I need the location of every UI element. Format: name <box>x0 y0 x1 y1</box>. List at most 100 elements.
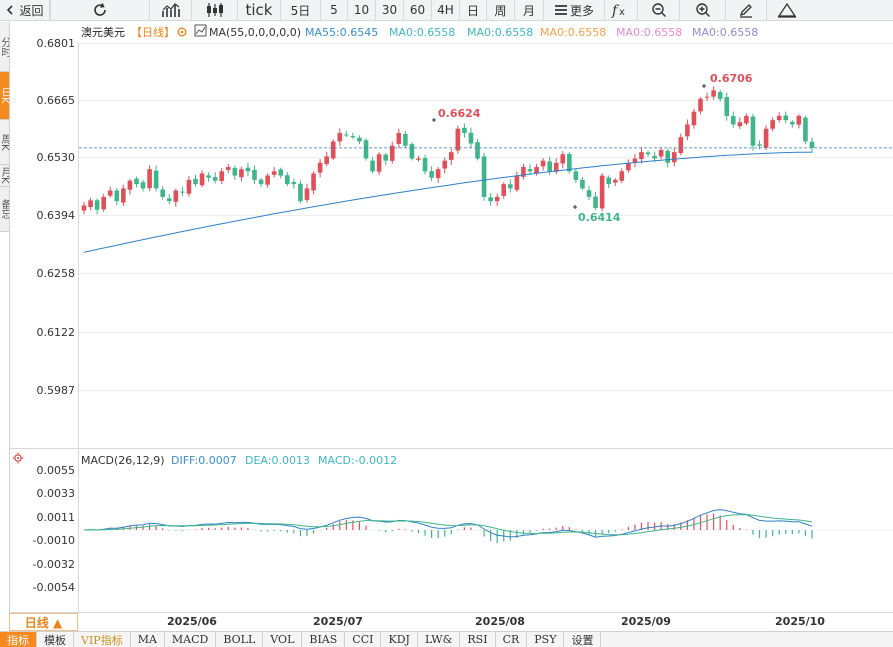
candle-body <box>81 205 87 211</box>
side-tab-daily[interactable]: 日K <box>0 72 9 120</box>
indicator-tab-macd[interactable]: MACD <box>165 632 217 647</box>
candle-body <box>114 190 120 202</box>
ma-legend-item: MA0:0.6558 <box>540 26 606 39</box>
indicator-tab-vip[interactable]: VIP指标 <box>74 632 131 647</box>
candle-body <box>435 169 441 179</box>
candle-body <box>730 116 736 125</box>
candle-body <box>560 154 566 164</box>
candle-body <box>252 169 257 180</box>
tick-button[interactable]: tick <box>238 0 281 20</box>
indicator-tab-kdj[interactable]: KDJ <box>381 632 418 647</box>
candle-body <box>363 140 369 159</box>
settings-gear-icon[interactable] <box>177 27 187 37</box>
candle-body <box>376 154 382 172</box>
period-month[interactable]: 月 <box>515 0 544 20</box>
indicator-tab-rsi[interactable]: RSI <box>460 632 496 647</box>
candle-body <box>324 156 329 164</box>
candle-body <box>232 168 238 176</box>
candle-body <box>370 160 375 172</box>
candle-body <box>121 188 126 203</box>
candle-body <box>711 90 716 97</box>
candle-body <box>632 158 638 163</box>
indicator-tab-psy[interactable]: PSY <box>527 632 565 647</box>
candle-body <box>278 169 284 176</box>
mid-high-label: 0.6624 <box>438 107 481 120</box>
macd-value-label: MACD:-0.0012 <box>318 454 397 467</box>
indicator-tab-boll[interactable]: BOLL <box>216 632 264 647</box>
period-5day[interactable]: 5日 <box>281 0 321 20</box>
candle-body <box>160 189 166 197</box>
more-label: 更多 <box>569 3 594 18</box>
candle-body <box>422 158 428 172</box>
period-10min[interactable]: 10 <box>348 0 376 20</box>
indicator-tab-bias[interactable]: BIAS <box>302 632 346 647</box>
indicator-tab-ma[interactable]: MA <box>131 632 165 647</box>
candle-body <box>573 171 579 180</box>
period-4h[interactable]: 4H <box>432 0 460 20</box>
candle-body <box>763 128 769 148</box>
period-tag: 【日线】 <box>131 25 175 39</box>
macd-settings-icon[interactable] <box>12 452 24 464</box>
period-5min[interactable]: 5 <box>321 0 348 20</box>
macd-diff-label: DIFF:0.0007 <box>171 454 237 467</box>
candle-body <box>534 167 539 174</box>
candle-body <box>691 111 697 126</box>
candle-body <box>737 122 743 127</box>
period-60min[interactable]: 60 <box>404 0 432 20</box>
side-tab-intraday[interactable]: 分时 <box>0 22 9 72</box>
macd-tick-label: 0.0033 <box>37 487 76 500</box>
candle-body <box>809 141 815 148</box>
candle-body <box>258 179 264 185</box>
shape-button[interactable] <box>767 0 806 20</box>
zoom-in-button[interactable] <box>680 0 726 20</box>
candle-body <box>481 156 487 197</box>
candle-body <box>803 117 808 142</box>
side-tab-monthly[interactable]: 月K <box>0 165 9 187</box>
price-axis-labels: 0.6801 0.6665 0.6530 0.6394 0.6258 0.6122 0.59… <box>37 37 76 397</box>
period-30min[interactable]: 30 <box>376 0 404 20</box>
candle-body <box>658 149 664 157</box>
period-week[interactable]: 周 <box>487 0 515 20</box>
indicator-tab-cr[interactable]: CR <box>496 632 528 647</box>
candle-body <box>173 190 179 202</box>
high-label: 0.6706 <box>710 72 753 85</box>
candle-body <box>396 132 402 144</box>
candle-body <box>750 116 756 146</box>
indicator-tab-template[interactable]: 模板 <box>37 632 74 647</box>
refresh-button[interactable] <box>50 0 150 20</box>
chart-type-icon[interactable] <box>194 24 207 37</box>
indicator-tab-indicators[interactable]: 指标 <box>0 632 37 647</box>
bar-chart-icon <box>161 2 181 18</box>
indicator-tab-settings[interactable]: 设置 <box>564 632 602 647</box>
macd-tick-label: -0.0054 <box>33 581 75 594</box>
back-button[interactable]: 返回 <box>0 0 50 20</box>
side-tab-memo[interactable]: 备忘 <box>0 187 9 232</box>
period-selector-button[interactable]: 日线 ▲ <box>9 613 78 631</box>
side-tab-weekly[interactable]: 周K <box>0 120 9 165</box>
candlestick-button[interactable] <box>192 0 238 20</box>
kline-chart[interactable]: 澳元美元 【日线】 MA(55,0,0,0,0,0) MA55:0.6545 MA… <box>0 21 893 631</box>
indicator-tab-lw[interactable]: LW& <box>418 632 461 647</box>
candle-body <box>514 175 520 190</box>
draw-button[interactable] <box>726 0 767 20</box>
price-tick-label: 0.6122 <box>37 326 76 339</box>
candle-body <box>304 188 310 200</box>
price-grid <box>79 43 893 391</box>
ma-legend-item: MA0:0.6558 <box>389 26 455 39</box>
ma-legend-item: MA55:0.6545 <box>305 26 378 39</box>
candle-body <box>239 169 244 178</box>
candle-body <box>442 160 448 169</box>
candle-body <box>540 160 546 167</box>
more-button[interactable]: 更多 <box>544 0 605 20</box>
zoom-out-button[interactable] <box>638 0 680 20</box>
macd-tick-label: 0.0011 <box>37 511 76 524</box>
indicator-tab-cci[interactable]: CCI <box>345 632 382 647</box>
ma-legend: MA55:0.6545 MA0:0.6558 MA0:0.6558 MA0:0.655… <box>305 26 758 39</box>
period-day[interactable]: 日 <box>460 0 487 20</box>
line-chart-button[interactable] <box>150 0 192 20</box>
candle-body <box>166 198 172 202</box>
indicator-tab-vol[interactable]: VOL <box>263 632 303 647</box>
time-tick-label: 2025/07 <box>313 615 363 628</box>
candle-body <box>553 162 559 172</box>
